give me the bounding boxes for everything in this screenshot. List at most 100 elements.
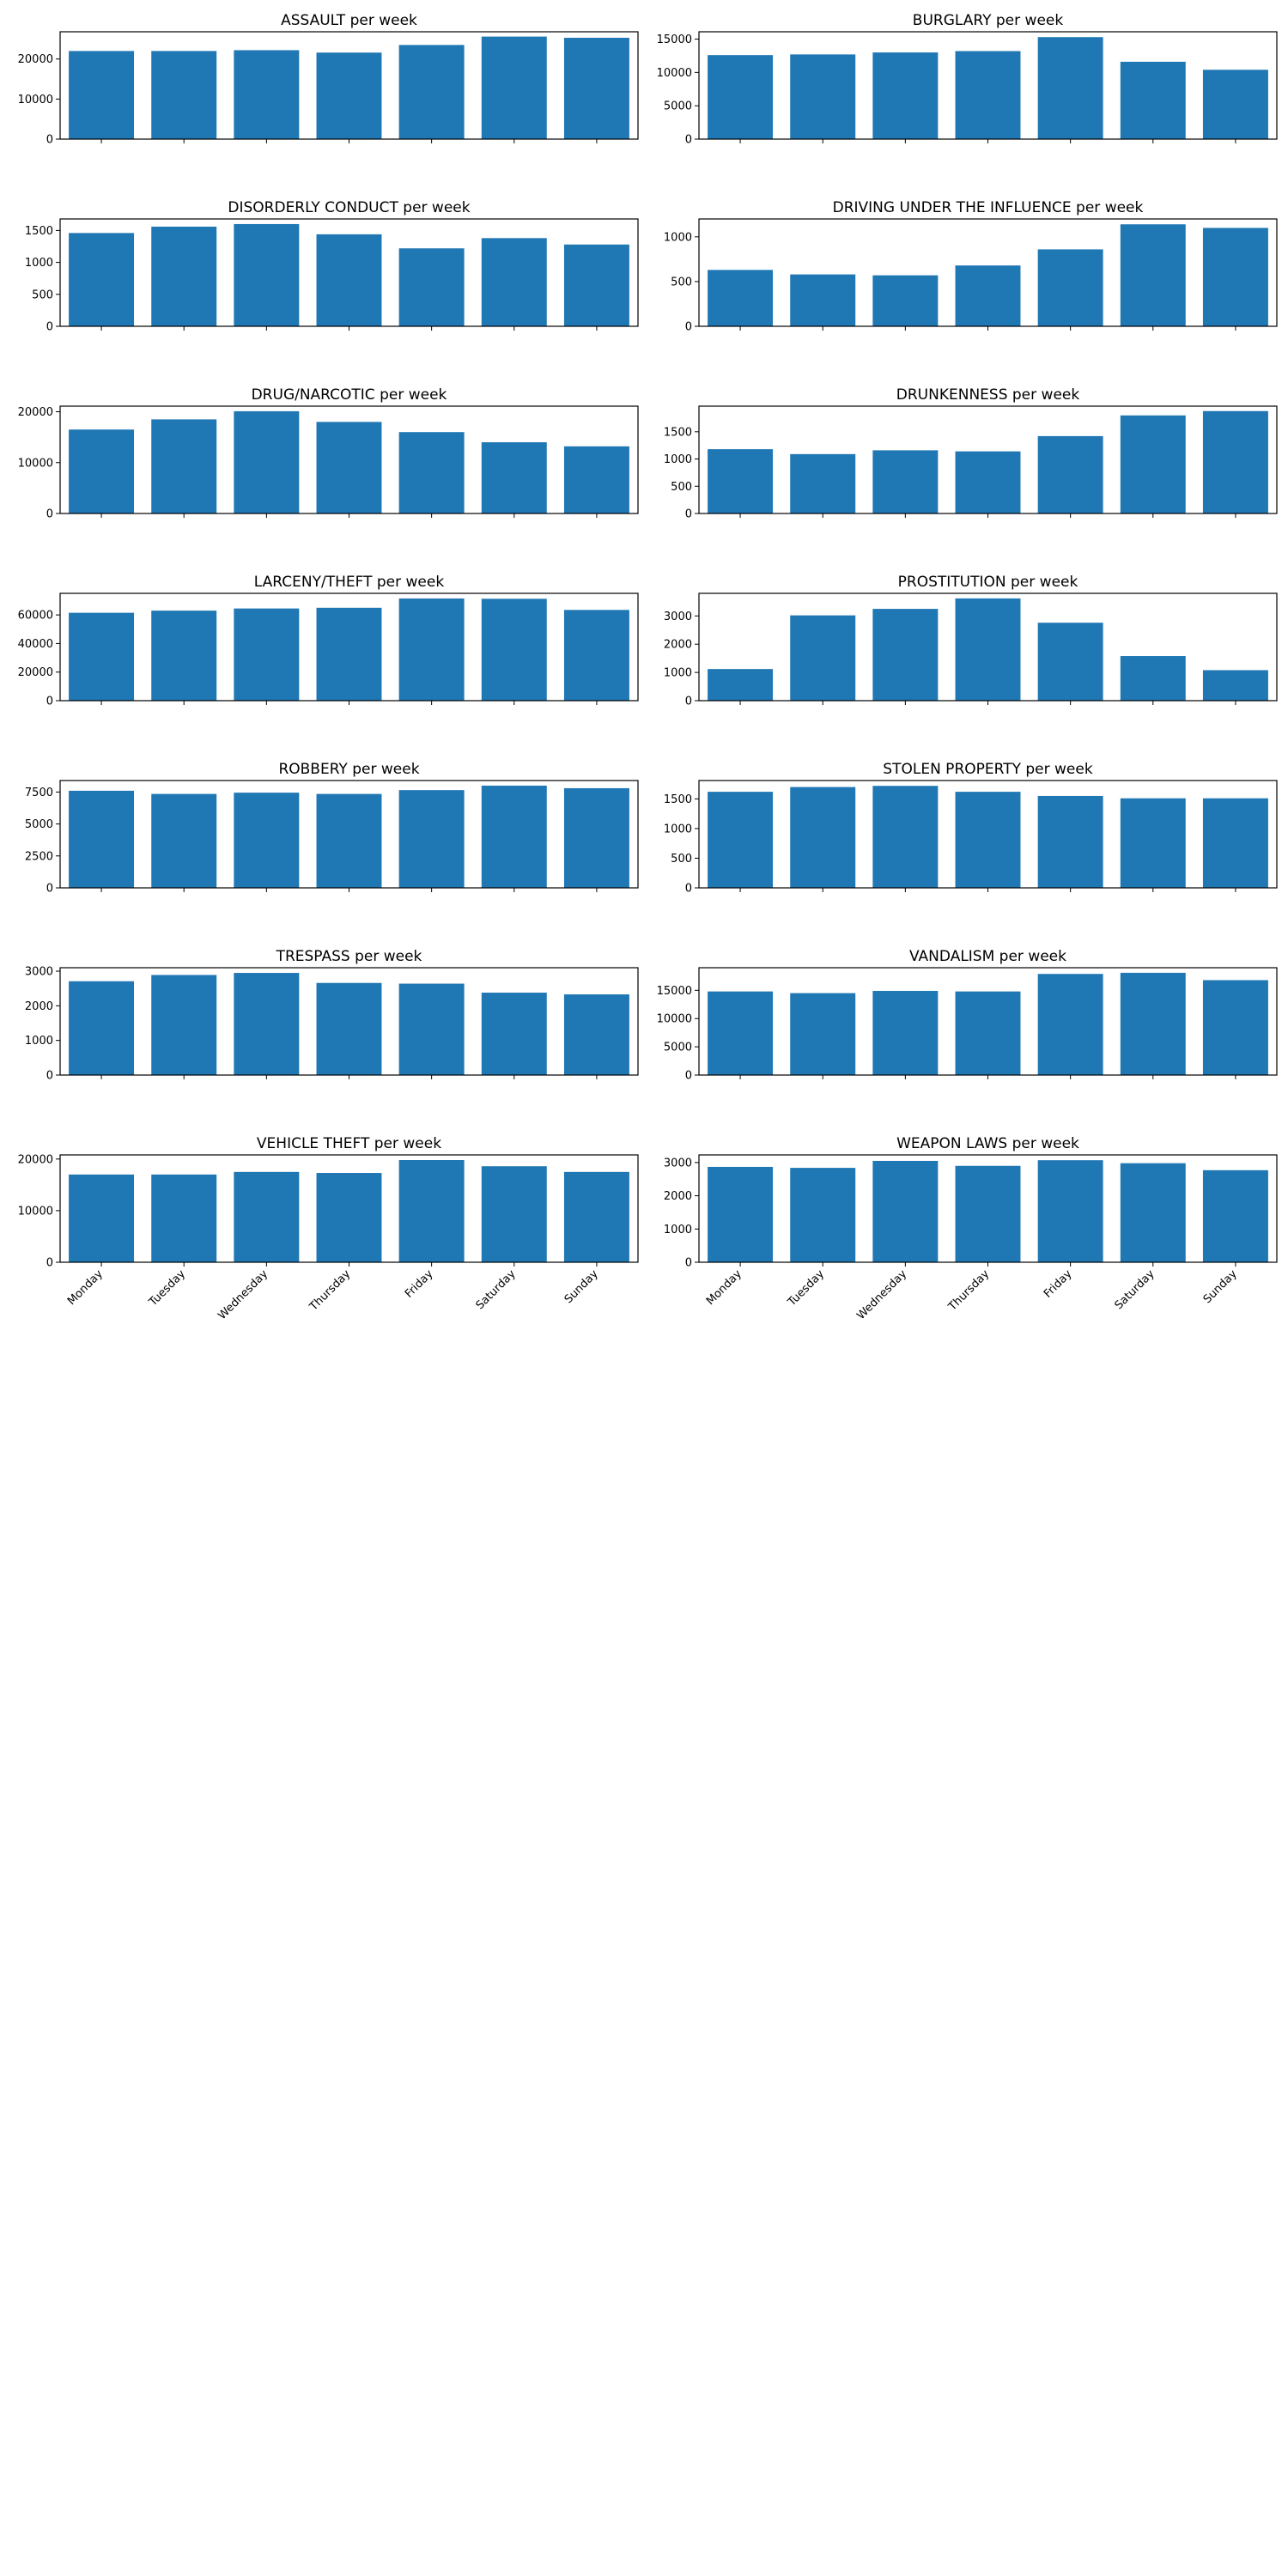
y-tick-label: 1500 bbox=[664, 426, 692, 439]
y-tick-label: 2000 bbox=[664, 639, 692, 652]
bar-sunday bbox=[1202, 1170, 1268, 1262]
y-tick-label: 0 bbox=[46, 696, 53, 708]
chart-title: ASSAULT per week bbox=[281, 12, 417, 29]
y-tick-label: 7500 bbox=[25, 787, 53, 799]
chart-trespass: TRESPASS per week 0 1000 2000 3000 bbox=[25, 948, 639, 1083]
bar-sunday bbox=[1202, 980, 1268, 1075]
y-tick-label: 40000 bbox=[18, 638, 53, 651]
x-tick-label-friday: Friday bbox=[403, 1267, 436, 1301]
y-tick-label: 0 bbox=[46, 1070, 53, 1083]
chart-title: ROBBERY per week bbox=[278, 761, 419, 778]
bar-saturday bbox=[1120, 798, 1186, 888]
y-tick-label: 500 bbox=[32, 289, 53, 301]
bar-wednesday bbox=[872, 275, 939, 326]
bar-wednesday bbox=[234, 410, 300, 513]
bar-friday bbox=[398, 432, 465, 513]
bar-saturday bbox=[481, 993, 547, 1075]
bar-friday bbox=[1037, 37, 1103, 139]
bar-tuesday bbox=[790, 274, 856, 326]
y-tick-label: 0 bbox=[685, 696, 692, 708]
bar-sunday bbox=[563, 244, 629, 326]
chart-burglary: BURGLARY per week 0 5000 10000 15000 bbox=[657, 12, 1278, 147]
y-tick-label: 5000 bbox=[25, 818, 53, 831]
bar-friday bbox=[398, 790, 465, 888]
bar-tuesday bbox=[151, 793, 217, 888]
bar-tuesday bbox=[151, 51, 217, 139]
chart-title: VANDALISM per week bbox=[909, 948, 1066, 965]
bar-sunday bbox=[563, 610, 629, 701]
bar-wednesday bbox=[872, 450, 939, 513]
chart-title: STOLEN PROPERTY per week bbox=[883, 761, 1093, 778]
bar-friday bbox=[1037, 435, 1103, 513]
y-tick-label: 20000 bbox=[18, 53, 53, 66]
bar-thursday bbox=[316, 793, 382, 888]
chart-title: WEAPON LAWS per week bbox=[896, 1135, 1079, 1152]
y-tick-label: 1500 bbox=[25, 225, 53, 238]
bar-saturday bbox=[481, 785, 547, 888]
bar-sunday bbox=[1202, 228, 1268, 326]
bar-monday bbox=[708, 1166, 774, 1262]
y-tick-label: 0 bbox=[46, 883, 53, 896]
bar-saturday bbox=[1120, 224, 1186, 326]
y-tick-label: 0 bbox=[685, 1257, 692, 1270]
chart-weapon-laws: WEAPON LAWS per week 0 1000 2000 3000 Monday T… bbox=[664, 1135, 1278, 1322]
y-tick-label: 3000 bbox=[25, 966, 53, 979]
x-tick-label-tuesday: Tuesday bbox=[146, 1267, 188, 1309]
y-tick-label: 20000 bbox=[18, 666, 53, 679]
bar-sunday bbox=[563, 446, 629, 513]
bar-wednesday bbox=[234, 50, 300, 139]
bar-friday bbox=[398, 248, 465, 326]
bar-saturday bbox=[1120, 61, 1186, 139]
y-tick-label: 5000 bbox=[664, 100, 692, 113]
bar-thursday bbox=[955, 598, 1021, 701]
chart-drunkenness: DRUNKENNESS per week 0 500 1000 1500 bbox=[664, 386, 1278, 521]
bar-thursday bbox=[316, 1173, 382, 1262]
x-tick-label-saturday: Saturday bbox=[1113, 1267, 1157, 1312]
y-tick-label: 1000 bbox=[664, 823, 692, 835]
bar-wednesday bbox=[234, 1171, 300, 1262]
y-tick-label: 10000 bbox=[18, 457, 53, 470]
bar-sunday bbox=[563, 1171, 629, 1262]
y-tick-label: 10000 bbox=[657, 1013, 692, 1026]
bar-thursday bbox=[316, 234, 382, 326]
y-tick-label: 500 bbox=[671, 481, 692, 494]
bar-wednesday bbox=[872, 990, 939, 1075]
chart-driving-under-the-influence: DRIVING UNDER THE INFLUENCE per week 0 500… bbox=[664, 199, 1278, 334]
bar-tuesday bbox=[790, 453, 856, 513]
bar-tuesday bbox=[790, 1168, 856, 1262]
chart-stolen-property: STOLEN PROPERTY per week 0 500 1000 1500 bbox=[664, 761, 1278, 896]
y-tick-label: 1500 bbox=[664, 793, 692, 806]
y-tick-label: 20000 bbox=[18, 406, 53, 419]
bar-monday bbox=[69, 233, 135, 326]
y-tick-label: 500 bbox=[671, 276, 692, 289]
bar-monday bbox=[708, 449, 774, 513]
y-tick-label: 1000 bbox=[664, 453, 692, 466]
bar-friday bbox=[398, 983, 465, 1075]
bar-saturday bbox=[481, 1166, 547, 1262]
bar-monday bbox=[708, 991, 774, 1075]
y-tick-label: 0 bbox=[685, 321, 692, 334]
bar-thursday bbox=[316, 422, 382, 513]
bar-monday bbox=[708, 669, 774, 701]
bar-sunday bbox=[563, 994, 629, 1075]
chart-title: DISORDERLY CONDUCT per week bbox=[228, 199, 470, 216]
bar-sunday bbox=[563, 37, 629, 139]
bar-tuesday bbox=[151, 611, 217, 701]
bar-monday bbox=[708, 270, 774, 326]
bar-thursday bbox=[955, 451, 1021, 513]
bar-thursday bbox=[316, 52, 382, 139]
x-tick-label-monday: Monday bbox=[704, 1267, 744, 1308]
bar-tuesday bbox=[790, 54, 856, 139]
y-tick-label: 3000 bbox=[664, 611, 692, 623]
bar-thursday bbox=[955, 51, 1021, 139]
chart-title: TRESPASS per week bbox=[276, 948, 422, 965]
bar-saturday bbox=[481, 442, 547, 513]
bar-wednesday bbox=[234, 223, 300, 326]
y-tick-label: 1000 bbox=[664, 231, 692, 244]
chart-title: DRIVING UNDER THE INFLUENCE per week bbox=[833, 199, 1144, 216]
bar-friday bbox=[1037, 795, 1103, 888]
bar-sunday bbox=[1202, 798, 1268, 888]
bar-tuesday bbox=[790, 993, 856, 1075]
bar-monday bbox=[69, 981, 135, 1075]
bar-saturday bbox=[481, 598, 547, 701]
